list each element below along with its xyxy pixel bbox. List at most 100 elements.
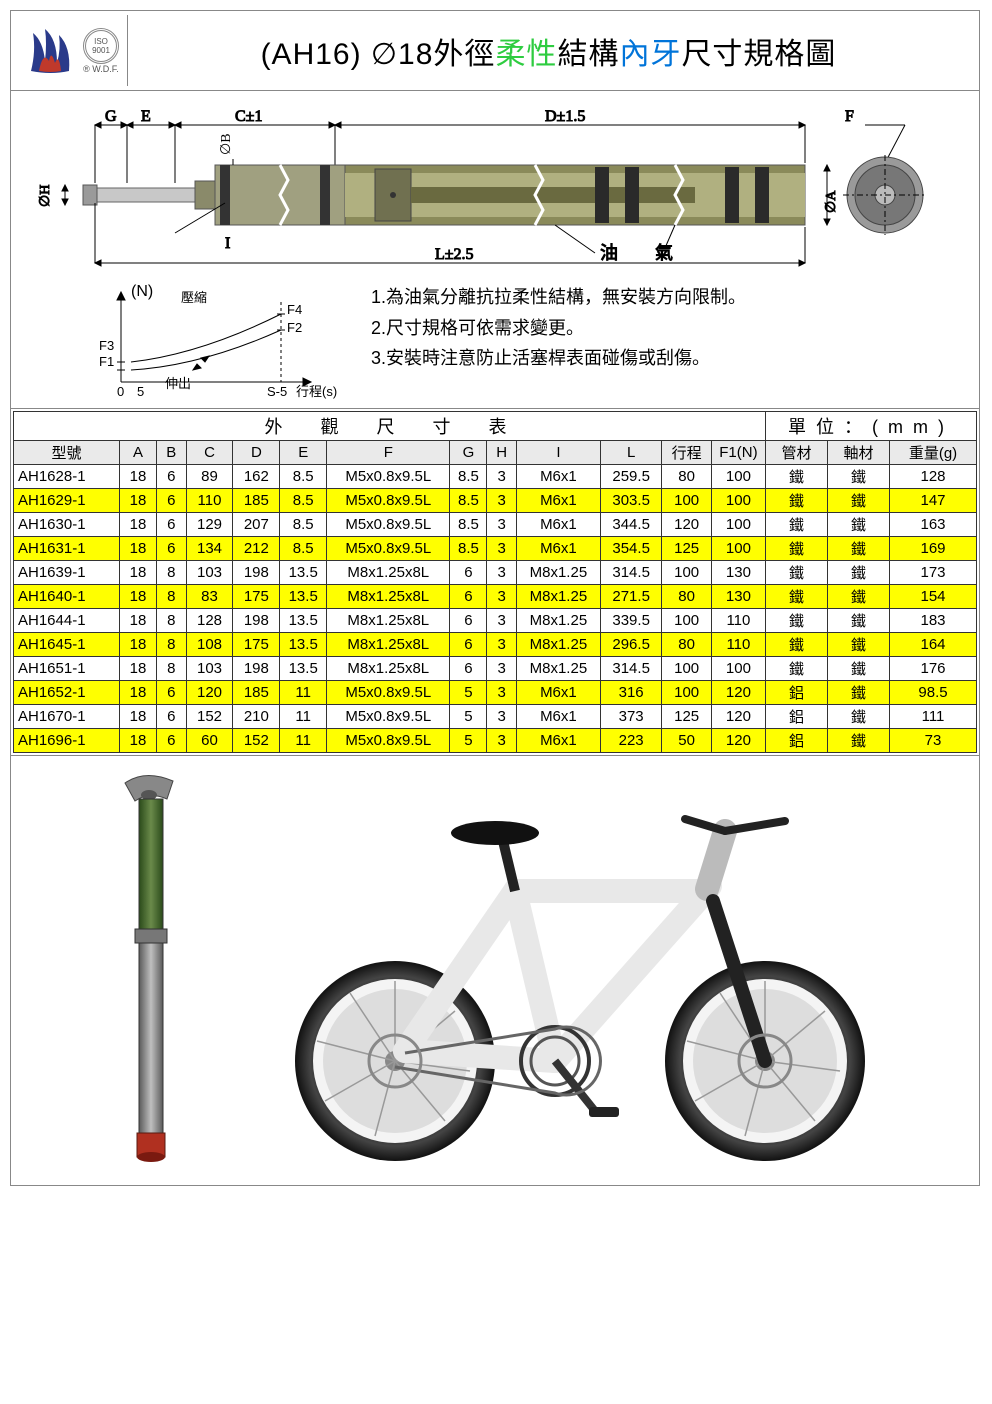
cell: 鐵 — [766, 513, 828, 537]
cell: 169 — [890, 537, 977, 561]
cell: 鐵 — [828, 609, 890, 633]
table-title: 外 觀 尺 寸 表 — [14, 412, 766, 441]
cell: 5 — [450, 681, 487, 705]
cell: 103 — [186, 561, 233, 585]
cell: M6x1 — [516, 537, 600, 561]
col-9: I — [516, 441, 600, 465]
cell: 3 — [487, 681, 517, 705]
col-6: F — [327, 441, 450, 465]
cell: 164 — [890, 633, 977, 657]
cell: 8.5 — [280, 489, 327, 513]
wdf-flame-icon — [21, 21, 81, 81]
cell: 128 — [186, 609, 233, 633]
cell: M8x1.25 — [516, 633, 600, 657]
cell: 120 — [711, 729, 765, 753]
cell: AH1630-1 — [14, 513, 120, 537]
cell: 6 — [450, 633, 487, 657]
spec-table: 外 觀 尺 寸 表 單位：(mm) 型號ABCDEFGHIL行程F1(N)管材軸… — [13, 411, 977, 753]
cell: 129 — [186, 513, 233, 537]
col-13: 管材 — [766, 441, 828, 465]
cell: 175 — [233, 633, 280, 657]
cell: M5x0.8x9.5L — [327, 729, 450, 753]
cell: M6x1 — [516, 681, 600, 705]
cell: 3 — [487, 513, 517, 537]
cell: 134 — [186, 537, 233, 561]
cell: M5x0.8x9.5L — [327, 681, 450, 705]
cell: 3 — [487, 657, 517, 681]
cell: 鋁 — [766, 681, 828, 705]
table-row: AH1652-118612018511M5x0.8x9.5L53M6x13161… — [14, 681, 977, 705]
cell: 103 — [186, 657, 233, 681]
cell: 3 — [487, 561, 517, 585]
cell: 212 — [233, 537, 280, 561]
table-header-row: 型號ABCDEFGHIL行程F1(N)管材軸材重量(g) — [14, 441, 977, 465]
cell: 鐵 — [828, 561, 890, 585]
cell: 鐵 — [766, 489, 828, 513]
cell: 18 — [120, 585, 157, 609]
cell: 13.5 — [280, 633, 327, 657]
cell: 6 — [450, 609, 487, 633]
cell: 100 — [662, 657, 711, 681]
cell: 163 — [890, 513, 977, 537]
graph-F1: F1 — [99, 354, 114, 369]
cell: M8x1.25 — [516, 657, 600, 681]
cell: 89 — [186, 465, 233, 489]
col-4: D — [233, 441, 280, 465]
col-11: 行程 — [662, 441, 711, 465]
cell: 176 — [890, 657, 977, 681]
page-title: (AH16) ∅18外徑柔性結構內牙尺寸規格圖 — [128, 29, 969, 73]
graph-five: 5 — [137, 384, 144, 399]
cell: 108 — [186, 633, 233, 657]
cell: M5x0.8x9.5L — [327, 465, 450, 489]
cell: 鐵 — [828, 489, 890, 513]
cell: 6 — [157, 465, 187, 489]
cell: 鐵 — [828, 729, 890, 753]
cell: 18 — [120, 465, 157, 489]
dim-G: G — [105, 108, 117, 125]
cell: 125 — [662, 705, 711, 729]
cell: AH1645-1 — [14, 633, 120, 657]
table-row: AH1629-11861101858.5M5x0.8x9.5L8.53M6x13… — [14, 489, 977, 513]
cell: M6x1 — [516, 729, 600, 753]
col-14: 軸材 — [828, 441, 890, 465]
table-unit: 單位：(mm) — [766, 412, 977, 441]
cell: 223 — [600, 729, 662, 753]
cell: 鐵 — [766, 561, 828, 585]
cell: 100 — [662, 489, 711, 513]
cell: 8 — [157, 633, 187, 657]
cell: M8x1.25x8L — [327, 657, 450, 681]
cell: 11 — [280, 729, 327, 753]
col-0: 型號 — [14, 441, 120, 465]
table-row: AH1640-11888317513.5M8x1.25x8L63M8x1.252… — [14, 585, 977, 609]
cell: AH1652-1 — [14, 681, 120, 705]
cell: 8 — [157, 561, 187, 585]
title-thread: 內牙 — [619, 38, 681, 71]
cell: M6x1 — [516, 465, 600, 489]
cell: 13.5 — [280, 609, 327, 633]
cell: 80 — [662, 633, 711, 657]
cell: 198 — [233, 561, 280, 585]
cell: 鐵 — [828, 657, 890, 681]
cell: 50 — [662, 729, 711, 753]
table-body: AH1628-1186891628.5M5x0.8x9.5L8.53M6x125… — [14, 465, 977, 753]
graph-F3: F3 — [99, 338, 114, 353]
label-N: (N) — [131, 283, 153, 301]
cell: M5x0.8x9.5L — [327, 513, 450, 537]
cell: M8x1.25 — [516, 561, 600, 585]
cell: 185 — [233, 681, 280, 705]
graph-sminus: S-5 — [267, 384, 287, 399]
cylinder-drawing: G E C±1 D±1.5 F — [35, 103, 955, 278]
cell: 鐵 — [766, 585, 828, 609]
bicycle-render — [255, 771, 895, 1171]
cell: 13.5 — [280, 561, 327, 585]
cell: 120 — [662, 513, 711, 537]
cell: 鐵 — [766, 633, 828, 657]
cell: 8 — [157, 657, 187, 681]
end-cap-front — [843, 155, 927, 235]
col-3: C — [186, 441, 233, 465]
cell: AH1644-1 — [14, 609, 120, 633]
photo-area — [11, 755, 979, 1185]
table-row: AH1696-11866015211M5x0.8x9.5L53M6x122350… — [14, 729, 977, 753]
cell: 18 — [120, 609, 157, 633]
cell: 鐵 — [766, 609, 828, 633]
